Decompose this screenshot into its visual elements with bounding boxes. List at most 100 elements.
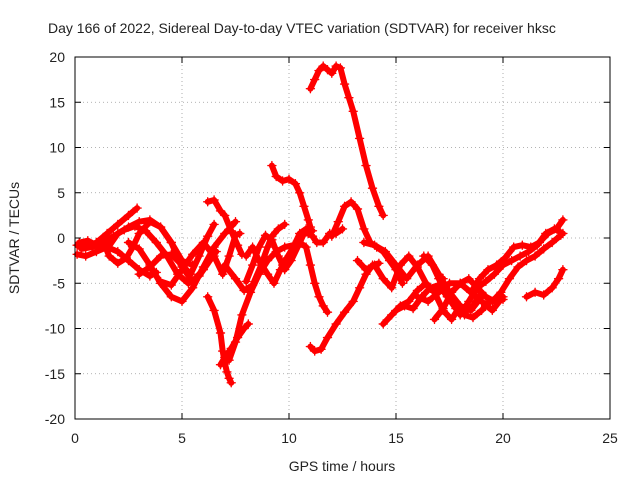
data-point	[155, 276, 166, 287]
data-point	[130, 221, 140, 231]
data-point	[515, 251, 525, 261]
data-point	[310, 346, 320, 356]
data-point	[513, 262, 523, 272]
data-point	[155, 251, 166, 261]
data-point	[123, 210, 134, 221]
data-point	[209, 195, 219, 205]
data-point	[232, 240, 243, 250]
data-point	[220, 260, 230, 270]
data-point	[203, 292, 213, 302]
x-axis-label: GPS time / hours	[289, 458, 396, 474]
data-point	[307, 231, 318, 241]
data-point	[489, 269, 500, 279]
data-point	[378, 319, 388, 329]
data-point	[481, 292, 491, 302]
data-point	[378, 274, 388, 284]
data-point	[322, 65, 333, 75]
data-point	[185, 269, 196, 279]
data-point	[267, 160, 277, 171]
y-tick-label: 5	[57, 185, 65, 201]
data-point	[260, 230, 271, 240]
data-point	[166, 237, 176, 248]
data-point	[145, 262, 155, 272]
data-point	[113, 246, 123, 257]
data-point	[230, 217, 241, 227]
data-point	[464, 274, 474, 284]
data-point	[220, 210, 230, 221]
data-point	[113, 258, 123, 268]
data-point	[361, 265, 371, 275]
y-tick-label: -10	[45, 321, 65, 337]
y-tick-label: 0	[57, 230, 65, 246]
data-point	[468, 301, 478, 311]
data-point	[224, 355, 234, 365]
data-point	[474, 274, 485, 284]
data-point	[230, 337, 241, 347]
x-tick-label: 20	[495, 430, 511, 446]
data-point	[113, 219, 123, 230]
data-point	[487, 296, 497, 307]
data-point	[254, 269, 264, 279]
x-tick-label: 5	[178, 430, 186, 446]
data-point	[280, 242, 290, 252]
data-point	[402, 274, 412, 284]
data-point	[305, 341, 316, 352]
data-point	[404, 251, 414, 261]
data-point	[521, 255, 532, 266]
data-point	[310, 74, 320, 85]
data-point	[198, 262, 209, 272]
data-point	[123, 237, 134, 248]
data-point	[404, 296, 414, 307]
data-point	[500, 253, 510, 263]
data-point	[134, 244, 144, 254]
data-point	[339, 307, 350, 317]
data-point	[438, 303, 448, 314]
data-point	[280, 219, 290, 230]
grid-lines	[75, 57, 610, 419]
data-point	[423, 296, 433, 307]
data-point	[134, 228, 144, 239]
y-tick-label: 10	[49, 140, 65, 156]
data-point	[318, 61, 328, 71]
data-point	[429, 314, 440, 325]
data-point	[374, 201, 384, 211]
data-point	[314, 65, 324, 76]
data-point	[481, 276, 491, 287]
data-point	[551, 224, 562, 234]
data-point	[81, 251, 91, 261]
data-point	[483, 265, 493, 275]
data-point	[194, 251, 204, 261]
data-point	[209, 219, 219, 230]
y-tick-label: -20	[45, 411, 65, 427]
data-point	[132, 203, 142, 213]
data-point	[348, 296, 358, 307]
data-point	[322, 332, 333, 343]
data-point	[241, 251, 251, 261]
data-point	[102, 228, 112, 239]
data-point	[290, 242, 301, 252]
data-point	[273, 224, 283, 234]
data-point	[327, 68, 337, 78]
data-point	[558, 265, 568, 275]
data-point	[318, 301, 328, 311]
data-point	[254, 255, 264, 266]
data-point	[247, 242, 258, 252]
data-point	[354, 283, 365, 293]
data-point	[352, 255, 363, 266]
data-point	[412, 292, 423, 302]
data-point	[224, 373, 234, 383]
data-point	[530, 251, 540, 261]
data-point	[380, 246, 390, 257]
data-point	[556, 230, 566, 240]
data-point	[284, 251, 294, 261]
data-point	[464, 296, 474, 307]
data-point	[145, 271, 155, 281]
data-point	[318, 237, 328, 248]
data-point	[188, 249, 198, 259]
data-point	[262, 255, 273, 266]
x-tick-label: 10	[281, 430, 297, 446]
data-point	[487, 305, 497, 316]
data-point	[521, 292, 532, 302]
data-point	[444, 278, 455, 288]
